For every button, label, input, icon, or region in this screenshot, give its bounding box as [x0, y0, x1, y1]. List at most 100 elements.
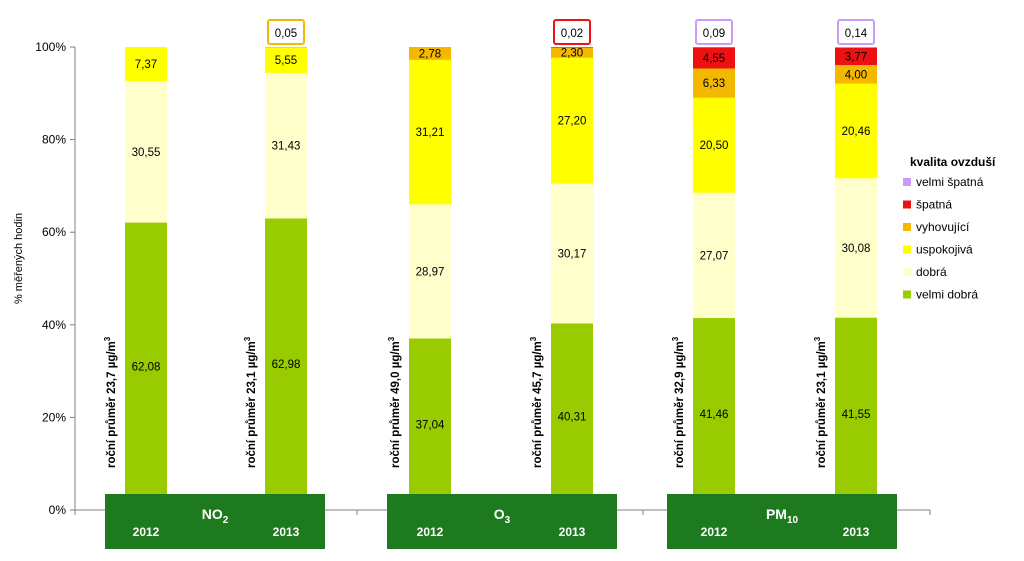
annual-average-text: roční průměr 49,0 µg/m [390, 341, 402, 468]
data-label: 40,31 [558, 412, 587, 424]
legend-swatch [903, 200, 911, 209]
bar-segment-velmi-dobrá [265, 218, 307, 511]
y-tick-label: 60% [42, 225, 66, 239]
group-labels: NO2 2012 2013 O3 2012 2013 PM10 2012 2013 [105, 494, 897, 549]
pollutant-subscript: 2 [223, 515, 229, 526]
annual-average-unit-exponent: 3 [529, 336, 538, 341]
data-label: 27,20 [558, 116, 587, 128]
group-pollutant-label: O3 [494, 506, 511, 526]
y-tick-label: 100% [35, 40, 66, 54]
y-tick-label: 40% [42, 318, 66, 332]
bar-segment-uspokojivá [125, 47, 167, 82]
year-label: 2012 [133, 525, 160, 539]
annual-average-annotation: roční průměr 23,1 µg/m3 [813, 336, 828, 468]
annual-average-text: roční průměr 23,1 µg/m [246, 341, 258, 468]
data-label: 4,55 [703, 53, 725, 65]
group-pollutant-label: PM10 [766, 506, 799, 526]
y-tick-label: 80% [42, 133, 66, 147]
pollutant-subscript: 3 [505, 515, 511, 526]
annual-average-annotation: roční průměr 49,0 µg/m3 [387, 336, 402, 468]
annual-average-text: roční průměr 45,7 µg/m [532, 341, 544, 468]
data-label: 30,08 [842, 243, 871, 255]
data-label: 2,30 [561, 47, 583, 59]
data-label: 30,17 [558, 249, 587, 261]
bar-segment-vyhovující [693, 68, 735, 98]
group-box [387, 494, 617, 549]
annual-average-text: roční průměr 23,7 µg/m [106, 341, 118, 468]
bar-segment-vyhovující [551, 47, 593, 58]
annual-average-annotation: roční průměr 45,7 µg/m3 [529, 336, 544, 468]
pollutant-name: NO [202, 506, 223, 522]
bar-segment-velmi-dobrá [125, 222, 167, 511]
data-label: 20,50 [700, 140, 729, 152]
data-label: 4,00 [845, 69, 867, 81]
pollutant-name: O [494, 506, 505, 522]
data-label: 20,46 [842, 126, 871, 138]
bar-segment-uspokojivá [551, 57, 593, 184]
bar-segment-velmi-dobrá [835, 317, 877, 510]
bar-segment-uspokojivá [265, 47, 307, 73]
bar-segment-dobrá [409, 204, 451, 339]
legend-swatch [903, 268, 911, 276]
legend-entry: uspokojivá [916, 243, 973, 257]
bar-segment-špatná [551, 47, 593, 48]
group-box [105, 494, 325, 549]
data-label: 3,77 [845, 51, 867, 63]
annual-average-unit-exponent: 3 [103, 336, 112, 341]
small-value-box [837, 19, 875, 45]
small-value-label: 0,05 [275, 28, 297, 40]
legend-swatch [903, 245, 911, 254]
y-tick-label: 0% [49, 503, 67, 517]
pollutant-subscript: 10 [787, 515, 799, 526]
bar-segment-velmi-dobrá [551, 323, 593, 510]
bar-segment-dobrá [125, 81, 167, 223]
legend-entry: velmi dobrá [916, 288, 978, 302]
legend-swatch [903, 223, 911, 231]
data-label: 6,33 [703, 78, 725, 90]
bar-segment-dobrá [693, 192, 735, 319]
bar-segment-vyhovující [835, 65, 877, 84]
year-label: 2013 [843, 525, 870, 539]
y-tick-label: 20% [42, 410, 66, 424]
bar-segment-dobrá [551, 183, 593, 324]
data-label: 28,97 [416, 266, 445, 278]
pollutant-name: PM [766, 506, 787, 522]
data-label: 41,46 [700, 409, 729, 421]
data-label: 31,21 [416, 127, 445, 139]
small-value-box [267, 19, 305, 45]
small-value-box [695, 19, 733, 45]
legend-title: kvalita ovzduší [910, 155, 996, 169]
legend-entry: velmi špatná [916, 175, 984, 189]
bar-segment-uspokojivá [835, 83, 877, 179]
bar-segment-uspokojivá [693, 97, 735, 193]
bar-segment-vyhovující [265, 46, 307, 48]
data-label: 31,43 [272, 141, 301, 153]
data-label: 62,98 [272, 359, 301, 371]
legend-entry: špatná [916, 198, 952, 212]
legend-swatch [903, 178, 911, 186]
group-pollutant-label: NO2 [202, 506, 229, 526]
data-label: 5,55 [275, 55, 297, 67]
data-label: 30,55 [132, 147, 161, 159]
bar-segment-špatná [835, 47, 877, 66]
bar-segment-velmi-špatná [693, 47, 735, 48]
small-value-label: 0,02 [561, 28, 583, 40]
bar-segment-uspokojivá [409, 59, 451, 205]
data-label: 62,08 [132, 361, 161, 373]
bar-segment-dobrá [265, 72, 307, 219]
bar-segment-velmi-špatná [835, 47, 877, 48]
annual-average-annotation: roční průměr 32,9 µg/m3 [671, 336, 686, 468]
bar-segment-velmi-dobrá [693, 318, 735, 510]
small-value-box [553, 19, 591, 45]
small-value-label: 0,14 [845, 28, 868, 40]
data-label: 7,37 [135, 59, 157, 71]
year-label: 2013 [273, 525, 300, 539]
bar-segment-vyhovující [409, 47, 451, 60]
annual-average-text: roční průměr 32,9 µg/m [674, 341, 686, 468]
data-label: 27,07 [700, 250, 729, 262]
year-label: 2013 [559, 525, 586, 539]
annual-average-annotation: roční průměr 23,7 µg/m3 [103, 336, 118, 468]
year-label: 2012 [701, 525, 728, 539]
